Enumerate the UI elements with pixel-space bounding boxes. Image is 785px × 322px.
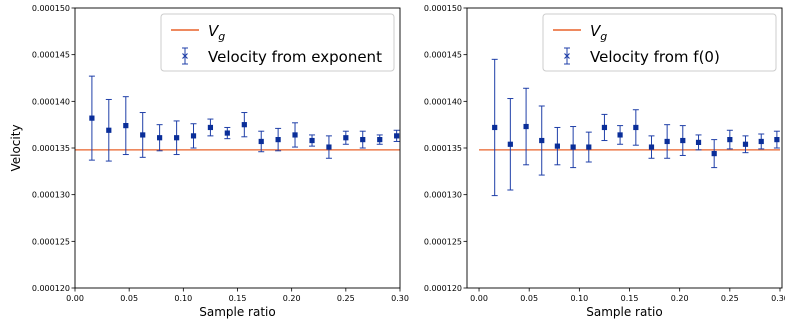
data-point [742, 141, 749, 147]
data-point [539, 137, 545, 144]
data-point [492, 124, 498, 131]
legend: Vg Velocity from f(0) [542, 13, 777, 72]
data-point [680, 137, 686, 144]
data-point [207, 124, 214, 131]
data-point [648, 144, 655, 150]
x-tick-label: 0.15 [229, 294, 247, 303]
x-tick-label: 0.10 [174, 294, 192, 303]
data-point [275, 137, 281, 143]
x-tick-label: 0.05 [120, 294, 138, 303]
y-tick-label: 0.000140 [424, 97, 462, 106]
legend-box [542, 13, 777, 72]
y-tick-label: 0.000140 [32, 97, 70, 106]
y-tick-label: 0.000120 [32, 284, 70, 293]
data-point [309, 137, 315, 144]
y-tick-label: 0.000130 [32, 191, 70, 200]
x-tick-label: 0.25 [721, 294, 739, 303]
x-tick-label: 0.10 [570, 294, 588, 303]
legend: Vg Velocity from exponent [160, 13, 395, 72]
x-axis-label: Sample ratio [199, 305, 275, 319]
y-tick-label: 0.000145 [424, 51, 462, 60]
data-point [617, 132, 623, 138]
x-tick-label: 0.20 [283, 294, 301, 303]
legend-box [160, 13, 395, 72]
data-point [224, 130, 230, 136]
data-point [123, 123, 129, 129]
legend-label-vg: Vg [590, 22, 607, 43]
data-point [326, 144, 332, 150]
x-tick-label: 0.05 [520, 294, 538, 303]
y-tick-label: 0.000125 [424, 237, 462, 246]
data-point [89, 115, 95, 121]
data-point [106, 127, 112, 133]
data-point [711, 151, 717, 157]
data-point [695, 139, 702, 145]
data-point [758, 138, 764, 145]
y-tick-label: 0.000120 [424, 284, 462, 293]
x-tick-label: 0.30 [391, 294, 409, 303]
data-point [140, 132, 146, 138]
y-tick-label: 0.000145 [32, 51, 70, 60]
data-point [394, 133, 400, 139]
y-tick-label: 0.000150 [32, 4, 70, 13]
data-point [554, 143, 560, 149]
legend-label-series: Velocity from exponent [208, 48, 382, 66]
data-point [360, 137, 366, 143]
legend-label-series: Velocity from f(0) [590, 48, 720, 66]
x-tick-label: 0.00 [66, 294, 84, 303]
data-point [241, 122, 247, 128]
data-point [586, 144, 592, 150]
data-point [774, 137, 780, 143]
data-point [343, 135, 349, 141]
data-point [190, 133, 197, 139]
data-point [664, 138, 670, 145]
x-tick-label: 0.30 [771, 294, 785, 303]
data-point [570, 144, 576, 150]
data-point [292, 132, 298, 138]
y-tick-label: 0.000135 [424, 144, 462, 153]
y-tick-label: 0.000130 [424, 191, 462, 200]
data-point [258, 138, 264, 145]
y-axis-label: Velocity [9, 124, 23, 171]
chart-panel-1: 0.00 0.05 0.10 0.15 0.20 0.25 0.30 0.000120 0.00… [9, 4, 409, 319]
y-tick-label: 0.000125 [32, 237, 70, 246]
x-tick-label: 0.00 [470, 294, 488, 303]
y-tick-label: 0.000135 [32, 144, 70, 153]
data-point [157, 135, 163, 141]
legend-label-vg: Vg [208, 22, 225, 43]
data-point [727, 137, 733, 143]
data-point [523, 123, 529, 130]
data-point [601, 124, 608, 131]
x-axis-label: Sample ratio [586, 305, 662, 319]
legend-x-marker [564, 53, 570, 59]
x-tick-label: 0.20 [671, 294, 689, 303]
x-tick-label: 0.25 [337, 294, 355, 303]
y-tick-label: 0.000150 [424, 4, 462, 13]
chart-panel-2: 0.00 0.05 0.10 0.15 0.20 0.25 0.30 0.000120 0.00… [424, 4, 785, 319]
data-point [507, 141, 513, 147]
x-tick-label: 0.15 [621, 294, 639, 303]
data-point [174, 135, 180, 141]
data-point [633, 124, 639, 131]
legend-x-marker [182, 53, 188, 59]
data-point [377, 137, 383, 143]
